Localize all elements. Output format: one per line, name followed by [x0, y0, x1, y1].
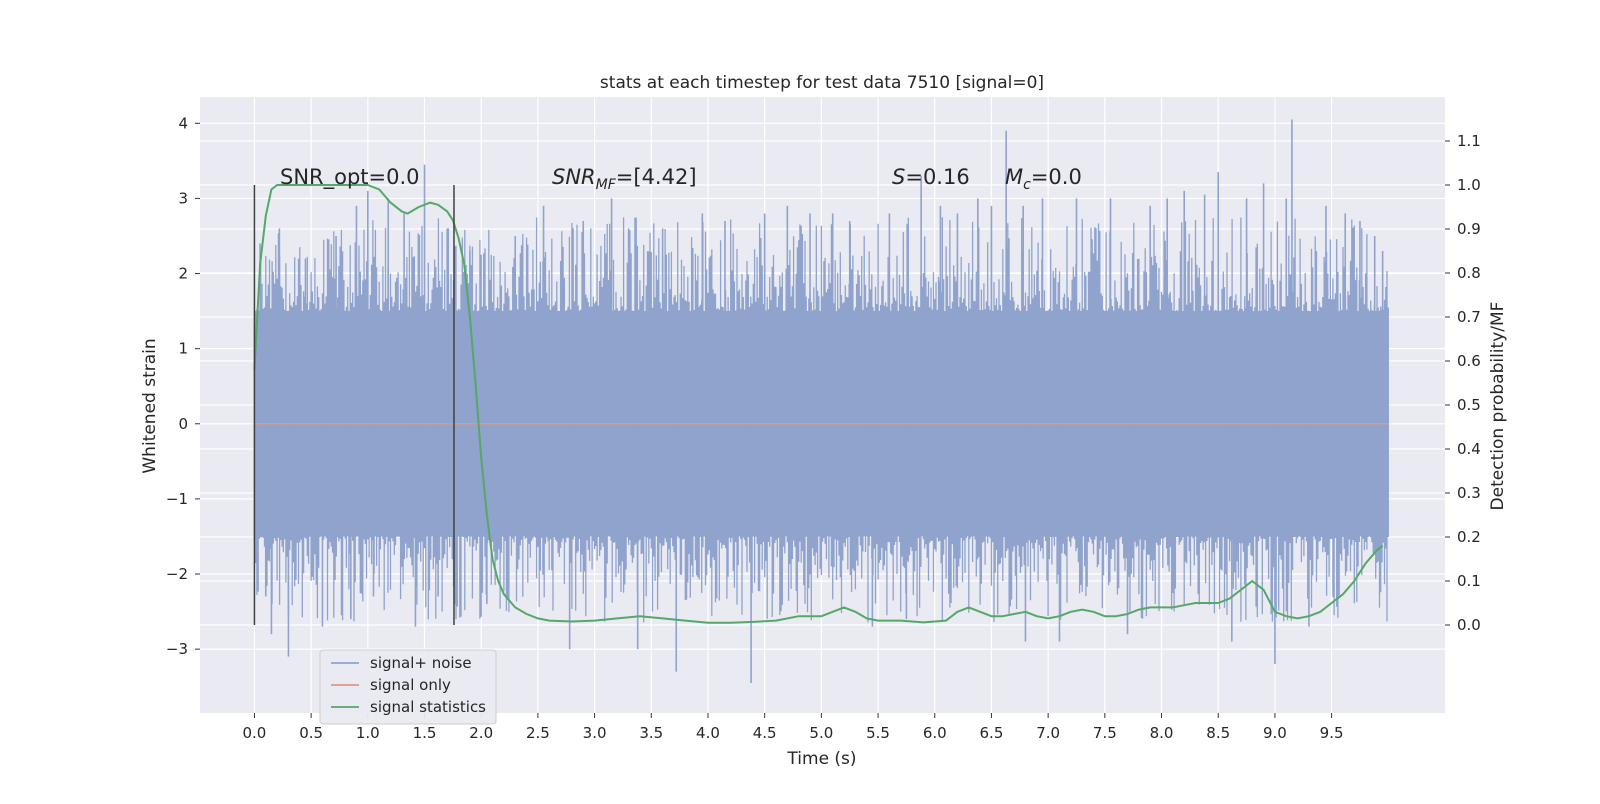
- s-value: =0.16: [905, 165, 969, 189]
- snr-mf-value: =[4.42]: [616, 165, 697, 189]
- legend-label-signal-noise: signal+ noise: [370, 654, 472, 672]
- mc-subscript: c: [1023, 177, 1031, 193]
- x-tick-label: 3.5: [639, 724, 663, 742]
- x-tick-label: 8.5: [1206, 724, 1230, 742]
- x-tick-label: 0.5: [299, 724, 323, 742]
- x-tick-label: 6.5: [980, 724, 1004, 742]
- y2-tick-label: 1.1: [1457, 132, 1481, 150]
- x-tick-label: 1.0: [356, 724, 380, 742]
- y-tick-label: 0: [178, 415, 188, 433]
- s-symbol: S: [892, 165, 905, 189]
- x-tick-label: 0.0: [242, 724, 266, 742]
- mc-symbol: M: [1005, 165, 1023, 189]
- y-axis-label: Whitened strain: [140, 338, 160, 473]
- y2-tick-label: 0.1: [1457, 572, 1481, 590]
- y2-tick-label: 0.3: [1457, 484, 1481, 502]
- legend-label-signal-statistics: signal statistics: [370, 698, 486, 716]
- x-tick-label: 3.0: [583, 724, 607, 742]
- x-axis-label: Time (s): [786, 749, 856, 769]
- y2-tick-label: 0.0: [1457, 616, 1481, 634]
- x-tick-label: 7.5: [1093, 724, 1117, 742]
- x-tick-label: 9.0: [1263, 724, 1287, 742]
- y2-tick-label: 0.2: [1457, 528, 1481, 546]
- s-annotation: S=0.16: [892, 165, 970, 189]
- y2-tick-label: 0.8: [1457, 264, 1481, 282]
- y-tick-label: −3: [166, 640, 188, 658]
- legend-box: [319, 649, 497, 725]
- chart-title: stats at each timestep for test data 751…: [600, 73, 1044, 93]
- x-tick-label: 1.5: [413, 724, 437, 742]
- x-tick-label: 4.0: [696, 724, 720, 742]
- y-tick-label: −1: [166, 490, 188, 508]
- y-tick-label: 4: [178, 114, 188, 132]
- x-tick-label: 7.0: [1036, 724, 1060, 742]
- x-tick-label: 5.0: [809, 724, 833, 742]
- snr-mf-subscript: MF: [596, 177, 617, 193]
- y-tick-label: 2: [178, 265, 188, 283]
- x-tick-label: 9.5: [1320, 724, 1344, 742]
- legend: signal+ noise signal only signal statist…: [319, 649, 497, 725]
- y2-tick-label: 0.5: [1457, 396, 1481, 414]
- x-tick-label: 5.5: [866, 724, 890, 742]
- y2-tick-label: 0.7: [1457, 308, 1481, 326]
- snr-mf-symbol: SNR: [552, 165, 596, 189]
- x-tick-label: 8.0: [1150, 724, 1174, 742]
- y2-axis-label: Detection probability/MF: [1488, 302, 1508, 511]
- snr-opt-annotation: SNR_opt=0.0: [280, 165, 420, 190]
- y2-tick-label: 0.9: [1457, 220, 1481, 238]
- x-tick-label: 2.5: [526, 724, 550, 742]
- y-tick-label: 1: [178, 340, 188, 358]
- x-tick-label: 2.0: [469, 724, 493, 742]
- y2-tick-label: 0.6: [1457, 352, 1481, 370]
- series-signal-statistics: [253, 184, 1384, 624]
- mc-annotation: Mc=0.0: [1005, 165, 1082, 193]
- y-tick-label: −2: [166, 565, 188, 583]
- y2-tick-label: 1.0: [1457, 176, 1481, 194]
- x-tick-label: 6.0: [923, 724, 947, 742]
- legend-label-signal-only: signal only: [370, 676, 451, 694]
- y-tick-label: 3: [178, 189, 188, 207]
- x-tick-label: 4.5: [753, 724, 777, 742]
- y2-tick-label: 0.4: [1457, 440, 1481, 458]
- snr-mf-annotation: SNRMF=[4.42]: [552, 165, 697, 193]
- mc-value: =0.0: [1031, 165, 1082, 189]
